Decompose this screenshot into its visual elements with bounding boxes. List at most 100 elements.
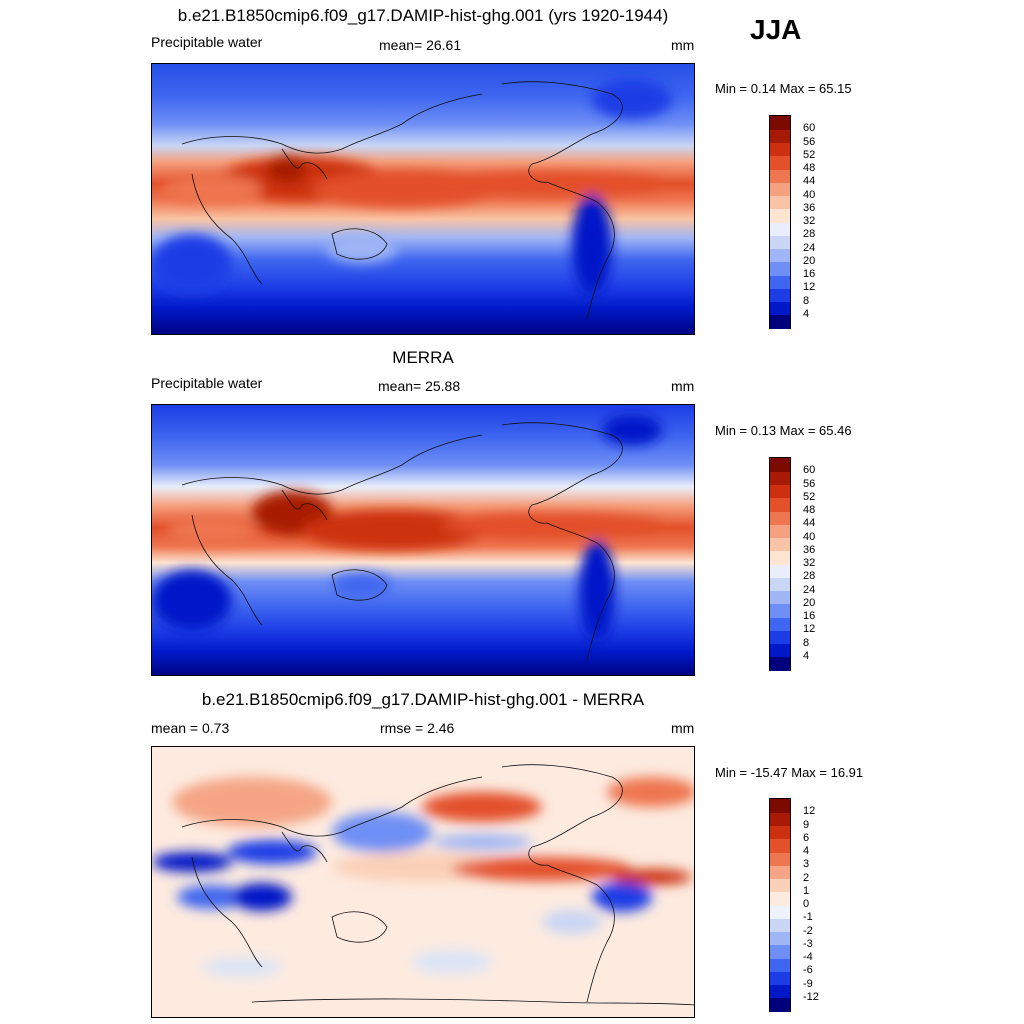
colorbar-swatch (770, 891, 790, 906)
colorbar-tick-label: -12 (803, 990, 819, 1003)
colorbar-tick-label: -1 (803, 911, 813, 924)
colorbar-tick-label: -6 (803, 964, 813, 977)
colorbar-tick-label: 12 (803, 281, 816, 294)
panel-1-mean-label: mean= 26.61 (379, 37, 462, 53)
panel-1-variable-label: Precipitable water (151, 34, 263, 50)
colorbar-tick-label: 6 (803, 831, 810, 844)
colorbar-swatch (770, 550, 790, 565)
panel-2-colorbar (769, 457, 791, 671)
colorbar-swatch (770, 865, 790, 879)
colorbar-tick-label: 1 (803, 884, 810, 897)
panel-2-coastlines (181, 422, 623, 661)
colorbar-swatch (770, 643, 790, 658)
panel-3-map (151, 746, 695, 1018)
colorbar-swatch (770, 564, 790, 578)
colorbar-swatch (770, 169, 790, 183)
panel-2-minmax: Min = 0.13 Max = 65.46 (715, 423, 852, 438)
panel-3-rmse-label: rmse = 2.46 (380, 720, 455, 736)
colorbar-swatch (770, 129, 790, 143)
colorbar-tick-label: -4 (803, 951, 813, 963)
colorbar-tick-label: 12 (803, 805, 816, 818)
colorbar-swatch (770, 301, 790, 316)
panel-3-colorbar (769, 798, 791, 1012)
panel-3-minmax: Min = -15.47 Max = 16.91 (715, 765, 864, 780)
colorbar-tick-label: 32 (803, 557, 816, 569)
panel-1-map (151, 63, 695, 335)
colorbar-swatch (770, 497, 790, 512)
colorbar-swatch (770, 997, 790, 1012)
colorbar-swatch (770, 471, 790, 485)
colorbar-tick-label: 8 (803, 294, 810, 307)
colorbar-swatch (770, 116, 790, 130)
panel-2-variable-label: Precipitable water (151, 375, 263, 391)
colorbar-tick-label: 28 (803, 570, 816, 583)
colorbar-tick-label: 40 (803, 188, 816, 201)
colorbar-swatch (770, 288, 790, 302)
colorbar-swatch (770, 944, 790, 959)
colorbar-tick-label: 20 (803, 596, 816, 609)
panel-1-units: mm (671, 37, 695, 53)
panel-1-map-field (152, 64, 694, 334)
colorbar-swatch (770, 511, 790, 525)
panel-3-mean-label: mean = 0.73 (151, 720, 230, 736)
colorbar-swatch (770, 918, 790, 932)
panel-2-mean-label: mean= 25.88 (378, 378, 461, 394)
panel-1-title: b.e21.B1850cmip6.f09_g17.DAMIP-hist-ghg.… (177, 6, 669, 25)
colorbar-swatch (770, 261, 790, 276)
colorbar-tick-label: 60 (803, 122, 816, 135)
colorbar-swatch (770, 248, 790, 263)
colorbar-tick-label: 16 (803, 268, 816, 280)
colorbar-tick-label: 24 (803, 583, 816, 596)
colorbar-tick-label: 40 (803, 530, 816, 543)
colorbar-tick-label: 36 (803, 201, 816, 214)
panel-1-colorbar (769, 115, 791, 329)
colorbar-tick-label: -3 (803, 937, 813, 950)
colorbar-tick-label: 24 (803, 241, 816, 254)
colorbar-swatch (770, 825, 790, 840)
panel-2-title: MERRA (392, 348, 454, 367)
colorbar-tick-label: -9 (803, 977, 813, 990)
colorbar-swatch (770, 931, 790, 946)
colorbar-tick-label: 20 (803, 254, 816, 267)
colorbar-tick-label: 4 (803, 649, 810, 662)
panel-1-minmax: Min = 0.14 Max = 65.15 (715, 81, 852, 96)
colorbar-tick-label: 9 (803, 818, 810, 831)
colorbar-tick-label: 12 (803, 623, 816, 636)
colorbar-swatch (770, 812, 790, 826)
colorbar-swatch (770, 971, 790, 985)
colorbar-swatch (770, 142, 790, 157)
colorbar-tick-label: 32 (803, 215, 816, 227)
colorbar-swatch (770, 537, 790, 552)
colorbar-swatch (770, 590, 790, 605)
colorbar-tick-label: 52 (803, 490, 816, 503)
panel-3-title: b.e21.B1850cmip6.f09_g17.DAMIP-hist-ghg.… (201, 690, 645, 709)
colorbar-swatch (770, 617, 790, 631)
colorbar-swatch (770, 275, 790, 289)
colorbar-tick-label: 48 (803, 504, 816, 516)
colorbar-tick-label: 28 (803, 228, 816, 241)
colorbar-tick-label: 60 (803, 464, 816, 477)
colorbar-swatch (770, 314, 790, 329)
colorbar-swatch (770, 905, 790, 919)
colorbar-tick-label: 16 (803, 610, 816, 622)
colorbar-swatch (770, 235, 790, 249)
colorbar-tick-label: 44 (803, 517, 816, 530)
colorbar-swatch (770, 155, 790, 170)
colorbar-swatch (770, 852, 790, 866)
colorbar-swatch (770, 630, 790, 644)
colorbar-tick-label: 48 (803, 162, 816, 174)
colorbar-swatch (770, 524, 790, 538)
colorbar-swatch (770, 878, 790, 893)
colorbar-tick-label: 3 (803, 858, 810, 871)
colorbar-tick-label: 2 (803, 871, 810, 884)
colorbar-swatch (770, 656, 790, 671)
panel-2-units: mm (671, 378, 695, 394)
panel-1-coastlines (181, 81, 623, 320)
colorbar-tick-label: 8 (803, 636, 810, 649)
colorbar-swatch (770, 799, 790, 813)
colorbar-swatch (770, 458, 790, 472)
colorbar-swatch (770, 984, 790, 999)
colorbar-swatch (770, 603, 790, 618)
colorbar-swatch (770, 182, 790, 196)
colorbar-tick-label: 0 (803, 898, 810, 910)
